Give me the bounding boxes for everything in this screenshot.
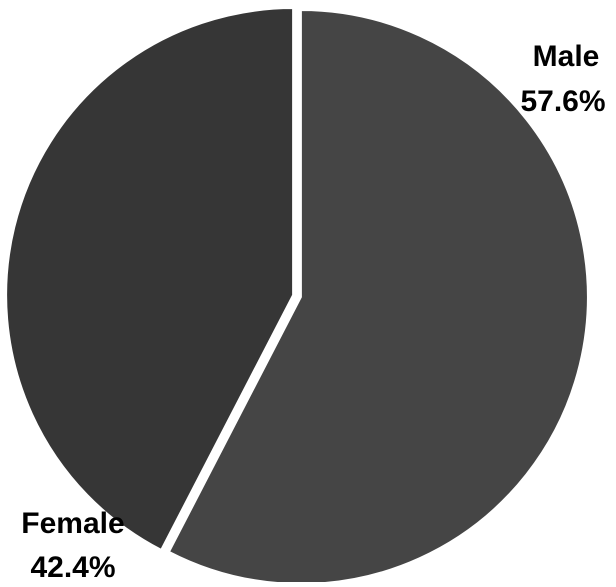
- slice-label-male: Male: [533, 40, 600, 73]
- pie-labels: Male 57.6% Female 42.4%: [21, 40, 605, 584]
- slice-label-female: Female: [21, 507, 124, 540]
- pie-slices: [5, 7, 589, 585]
- slice-percent-female: 42.4%: [30, 551, 115, 582]
- slice-percent-male: 57.6%: [520, 85, 605, 118]
- pie-slice-female: [5, 7, 295, 552]
